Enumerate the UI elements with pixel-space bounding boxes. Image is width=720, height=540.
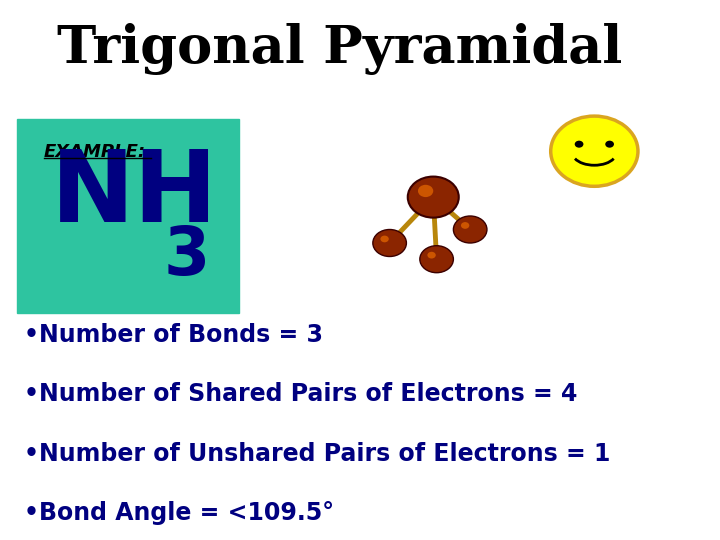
Circle shape bbox=[461, 222, 469, 229]
Circle shape bbox=[606, 140, 614, 148]
Circle shape bbox=[408, 177, 459, 218]
Text: 3: 3 bbox=[163, 223, 210, 289]
Circle shape bbox=[428, 252, 436, 259]
Text: Trigonal Pyramidal: Trigonal Pyramidal bbox=[57, 23, 622, 75]
Circle shape bbox=[575, 140, 583, 148]
Circle shape bbox=[418, 185, 433, 197]
FancyBboxPatch shape bbox=[17, 119, 238, 313]
Circle shape bbox=[551, 116, 638, 186]
Text: NH: NH bbox=[50, 146, 217, 243]
Circle shape bbox=[380, 235, 389, 242]
Text: •Number of Shared Pairs of Electrons = 4: •Number of Shared Pairs of Electrons = 4 bbox=[24, 382, 577, 406]
Text: •Bond Angle = <109.5°: •Bond Angle = <109.5° bbox=[24, 501, 334, 525]
Circle shape bbox=[454, 216, 487, 243]
Text: •Number of Unshared Pairs of Electrons = 1: •Number of Unshared Pairs of Electrons =… bbox=[24, 442, 610, 465]
Text: EXAMPLE:: EXAMPLE: bbox=[44, 143, 146, 161]
Circle shape bbox=[420, 246, 454, 273]
Circle shape bbox=[373, 230, 406, 256]
Text: •Number of Bonds = 3: •Number of Bonds = 3 bbox=[24, 323, 323, 347]
